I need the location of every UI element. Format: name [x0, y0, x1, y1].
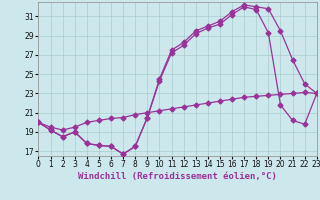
X-axis label: Windchill (Refroidissement éolien,°C): Windchill (Refroidissement éolien,°C) — [78, 172, 277, 181]
